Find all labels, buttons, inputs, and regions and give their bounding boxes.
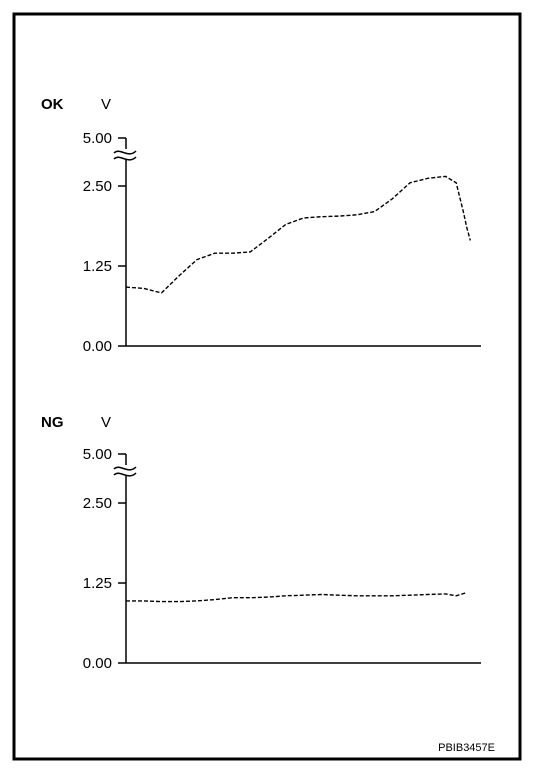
ng-plot-area (126, 591, 468, 603)
ok-chart: OK V 0.00 1.25 2.50 5.00 (41, 96, 481, 355)
ng-y-tick-label: 1.25 (83, 575, 112, 592)
ok-y-tick-label: 0.00 (83, 338, 112, 355)
ok-y-tick-label: 5.00 (83, 130, 112, 147)
ng-chart: NG V 0.00 1.25 2.50 5.00 (41, 414, 481, 672)
ok-axis-break-mark (113, 150, 137, 161)
ok-status-label: OK (41, 96, 64, 113)
ng-y-tick-label: 0.00 (83, 655, 112, 672)
ng-y-tick-label: 5.00 (83, 446, 112, 463)
ok-y-tick-labels: 0.00 1.25 2.50 5.00 (83, 130, 112, 355)
ok-y-tick-label: 1.25 (83, 258, 112, 275)
ng-y-tick-labels: 0.00 1.25 2.50 5.00 (83, 446, 112, 672)
ok-y-unit-label: V (101, 96, 111, 113)
ng-axes (113, 453, 481, 664)
ng-voltage-series-line (126, 591, 468, 603)
ng-y-tick-label: 2.50 (83, 495, 112, 512)
figure-code: PBIB3457E (438, 742, 495, 754)
ng-y-unit-label: V (101, 414, 111, 431)
ng-status-label: NG (41, 414, 64, 431)
outer-border (12, 12, 522, 761)
ok-voltage-series-line (125, 175, 471, 294)
ok-plot-area (125, 175, 471, 294)
ng-axis-break-mark (113, 466, 137, 477)
ok-y-tick-label: 2.50 (83, 178, 112, 195)
ok-axes (113, 137, 481, 347)
